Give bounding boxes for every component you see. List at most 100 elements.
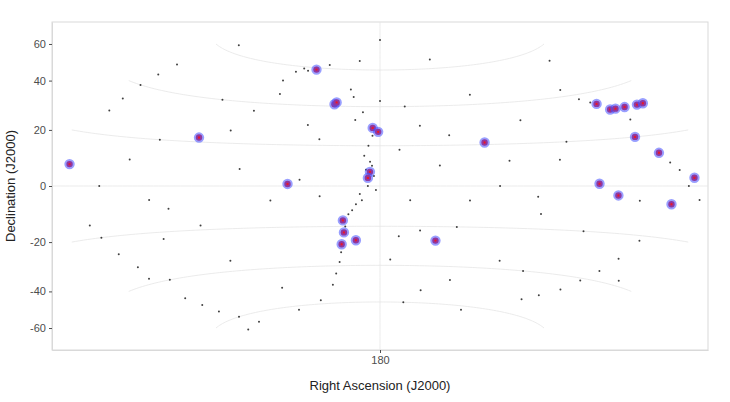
galaxy-point: [559, 289, 561, 291]
galaxy-point: [332, 284, 334, 286]
galaxy-point: [351, 209, 353, 211]
galaxy-point: [367, 185, 369, 187]
cluster-point: [668, 201, 674, 207]
galaxy-point: [269, 200, 271, 202]
series: [66, 66, 697, 247]
galaxy-point: [363, 155, 365, 157]
cluster-point: [333, 99, 339, 105]
galaxy-point: [519, 119, 521, 121]
galaxy-point: [221, 99, 223, 101]
tick: 20: [34, 124, 52, 136]
tick-label: 60: [34, 38, 46, 50]
x-axis: 180: [53, 350, 709, 366]
galaxy-point: [537, 196, 539, 198]
galaxy-point: [238, 316, 240, 318]
background: [0, 0, 730, 402]
galaxy-point: [200, 225, 202, 227]
galaxy-point: [362, 111, 364, 113]
galaxy-point: [679, 169, 681, 171]
galaxy-point: [559, 159, 561, 161]
tick-label: 20: [34, 124, 46, 136]
plot-area: [52, 22, 708, 350]
galaxy-point: [100, 237, 102, 239]
tick: 60: [34, 38, 52, 50]
galaxy-point: [389, 259, 391, 261]
galaxy-point: [409, 199, 411, 201]
galaxy-point: [579, 280, 581, 282]
galaxy-point: [371, 165, 373, 167]
galaxy-point: [398, 235, 400, 237]
galaxy-point: [247, 328, 249, 330]
galaxy-point: [303, 68, 305, 70]
galaxy-point: [218, 311, 220, 313]
galaxy-point: [335, 272, 337, 274]
galaxy-point: [122, 98, 124, 100]
galaxy-point: [176, 63, 178, 65]
galaxy-point: [347, 213, 349, 215]
galaxy-point: [469, 94, 471, 96]
galaxy-point: [163, 238, 165, 240]
galaxy-point: [98, 185, 100, 187]
galaxy-point: [589, 101, 591, 103]
galaxy-point: [379, 39, 381, 41]
galaxy-point: [429, 59, 431, 61]
galaxy-point: [350, 89, 352, 91]
galaxy-point: [157, 73, 159, 75]
galaxy-point: [159, 139, 161, 141]
galaxy-point: [329, 64, 331, 66]
galaxy-point: [419, 229, 421, 231]
cluster-point: [66, 161, 72, 167]
galaxy-point: [148, 278, 150, 280]
galaxy-point: [540, 213, 542, 215]
galaxy-point: [307, 124, 309, 126]
cluster-point: [313, 66, 319, 72]
galaxy-point: [279, 93, 281, 95]
chart-svg: -60-40-200204060180Right Ascension (J200…: [0, 0, 730, 402]
galaxy-point: [402, 301, 404, 303]
grid: [52, 22, 708, 350]
galaxy-point: [238, 44, 240, 46]
galaxy-point: [618, 280, 620, 282]
galaxy-point: [169, 279, 171, 281]
tick-label: 40: [34, 75, 46, 87]
tick: -40: [30, 285, 52, 297]
y-axis: -60-40-200204060: [30, 23, 52, 351]
galaxy-point: [361, 199, 363, 201]
galaxy-point: [108, 109, 110, 111]
galaxy-point: [439, 165, 441, 167]
galaxy-point: [140, 84, 142, 86]
galaxy-point: [354, 119, 356, 121]
galaxy-point: [449, 279, 451, 281]
grid-line: [380, 22, 381, 350]
cluster-point: [656, 150, 662, 156]
galaxy-point: [298, 309, 300, 311]
galaxy-point: [460, 309, 462, 311]
galaxy-point: [258, 321, 260, 323]
galaxy-point: [688, 185, 690, 187]
galaxy-point: [201, 304, 203, 306]
tick-mark: [49, 186, 52, 187]
galaxy-point: [618, 258, 620, 260]
galaxy-point: [339, 261, 341, 263]
galaxy-point: [669, 162, 671, 164]
tick: 40: [34, 75, 52, 87]
galaxy-point: [359, 193, 361, 195]
galaxy-point: [638, 240, 640, 242]
axis-line: [52, 23, 53, 351]
galaxy-point: [355, 203, 357, 205]
galaxy-point: [598, 270, 600, 272]
galaxy-point: [559, 89, 561, 91]
galaxy-point: [367, 145, 369, 147]
cluster-point: [691, 175, 697, 181]
galaxy-point: [499, 185, 501, 187]
cluster-point: [640, 100, 646, 106]
galaxy-point: [295, 71, 297, 73]
tick-label: -40: [30, 285, 46, 297]
cluster-point: [621, 104, 627, 110]
cluster-point: [432, 237, 438, 243]
galaxy-point: [469, 199, 471, 201]
galaxy-point: [230, 130, 232, 132]
tick: 0: [40, 180, 52, 192]
galaxy-point: [448, 134, 450, 136]
tick: -20: [30, 236, 52, 248]
